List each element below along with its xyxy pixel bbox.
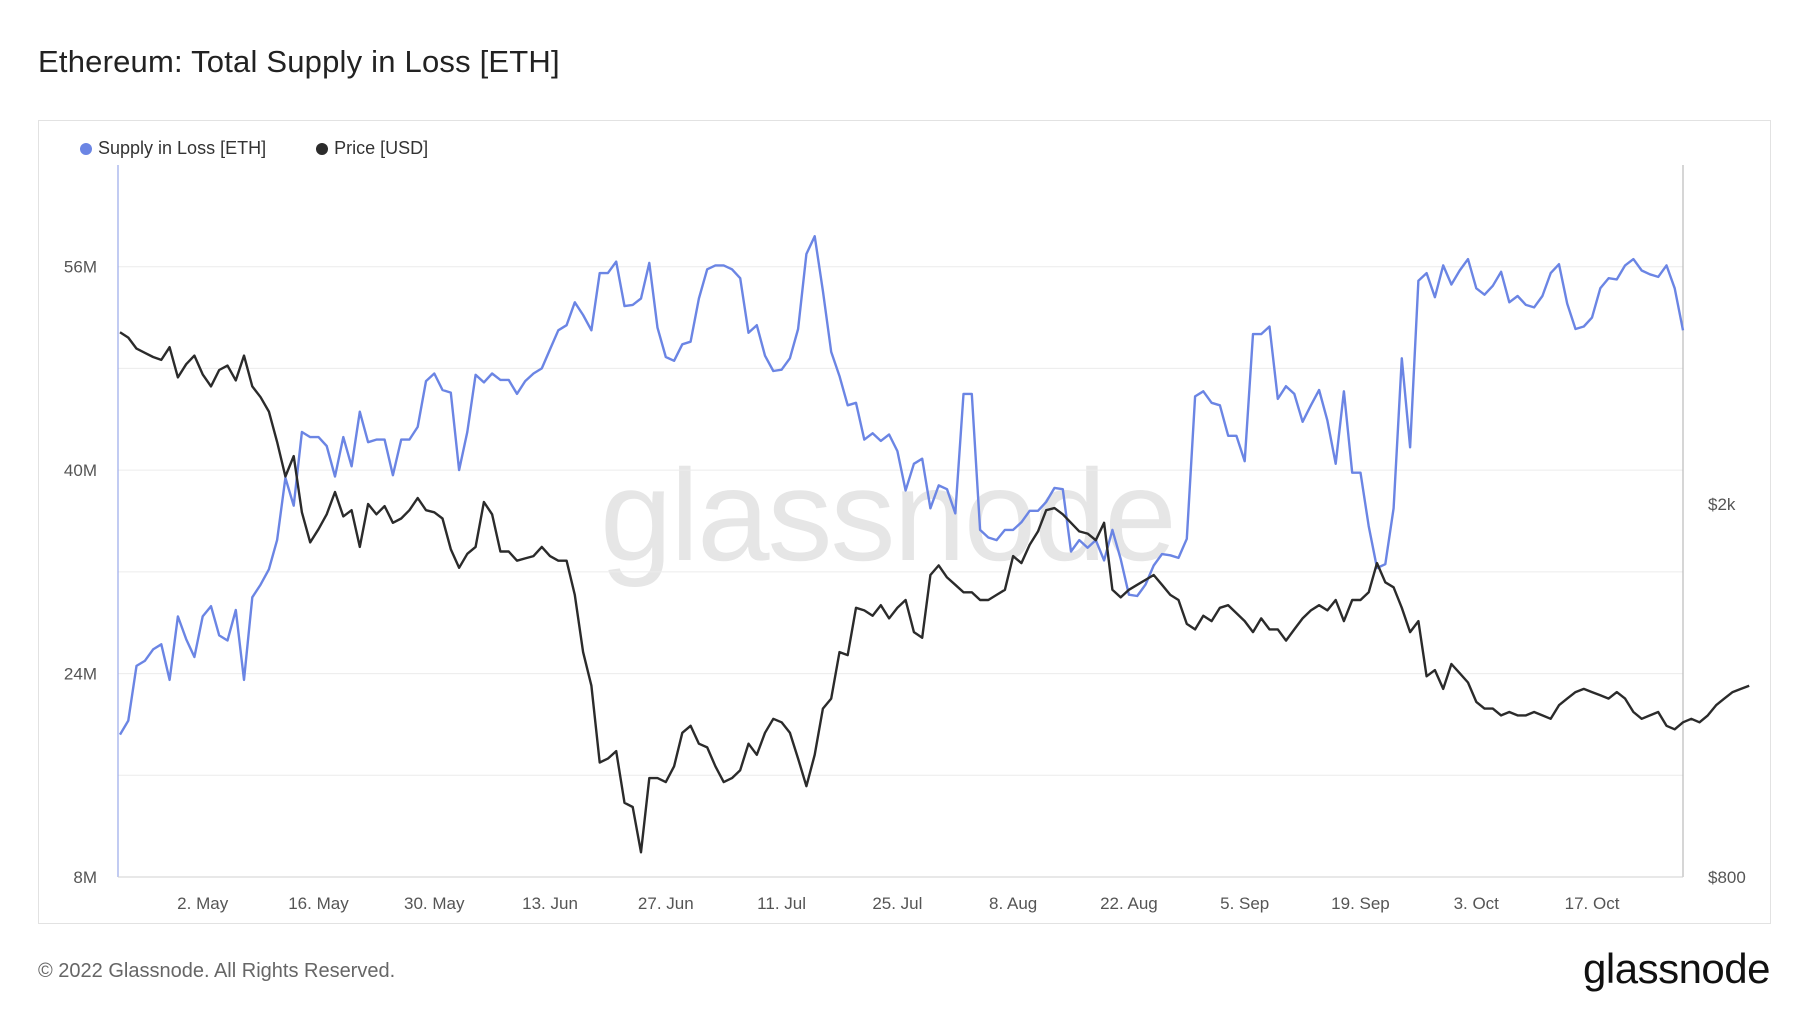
y-left-tick-label: 40M: [64, 461, 97, 480]
axis-layer: [117, 165, 1684, 878]
x-tick-label: 5. Sep: [1220, 894, 1269, 913]
chart-frame: [38, 120, 1771, 924]
x-tick-label: 17. Oct: [1565, 894, 1620, 913]
x-tick-label: 30. May: [404, 894, 465, 913]
x-tick-label: 27. Jun: [638, 894, 694, 913]
legend-dot-price: [316, 142, 329, 155]
y-right-tick-label: $800: [1708, 868, 1746, 887]
legend-dot-supply: [80, 142, 92, 155]
copyright-text: © 2022 Glassnode. All Rights Reserved.: [38, 960, 396, 982]
x-tick-label: 22. Aug: [1100, 894, 1158, 913]
y-left-tick-label: 8M: [73, 868, 97, 887]
series-line-supply-in-loss: [118, 234, 1685, 736]
x-tick-label: 13. Jun: [522, 894, 578, 913]
x-tick-label: 2. May: [177, 894, 229, 913]
y-right-tick-label: $2k: [1708, 495, 1736, 514]
legend-label-price: Price [USD]: [334, 138, 429, 158]
legend-item-price[interactable]: Price [USD]: [316, 138, 428, 159]
x-tick-label: 3. Oct: [1454, 894, 1500, 913]
x-tick-label: 25. Jul: [872, 894, 922, 913]
watermark-logo: glassnode: [600, 442, 1177, 588]
series-layer: [118, 234, 1750, 854]
legend-label-supply: Supply in Loss [ETH]: [98, 138, 267, 158]
legend-item-supply[interactable]: Supply in Loss [ETH]: [80, 138, 266, 159]
x-tick-label: 19. Sep: [1331, 894, 1390, 913]
legend: Supply in Loss [ETH] Price [USD]: [80, 138, 428, 159]
tick-layer: 8M 24M 40M 56M $800 $2k 2. May 16. May 30. May 13…: [64, 258, 1746, 913]
y-left-tick-label: 24M: [64, 665, 97, 684]
chart-title: Ethereum: Total Supply in Loss [ETH]: [38, 44, 560, 79]
series-line-price: [119, 331, 1750, 854]
brand-logo: glassnode: [1583, 945, 1770, 992]
x-tick-label: 16. May: [288, 894, 349, 913]
grid-layer: [118, 266, 1683, 776]
y-left-tick-label: 56M: [64, 258, 97, 277]
x-tick-label: 11. Jul: [757, 894, 806, 913]
x-tick-label: 8. Aug: [989, 894, 1037, 913]
